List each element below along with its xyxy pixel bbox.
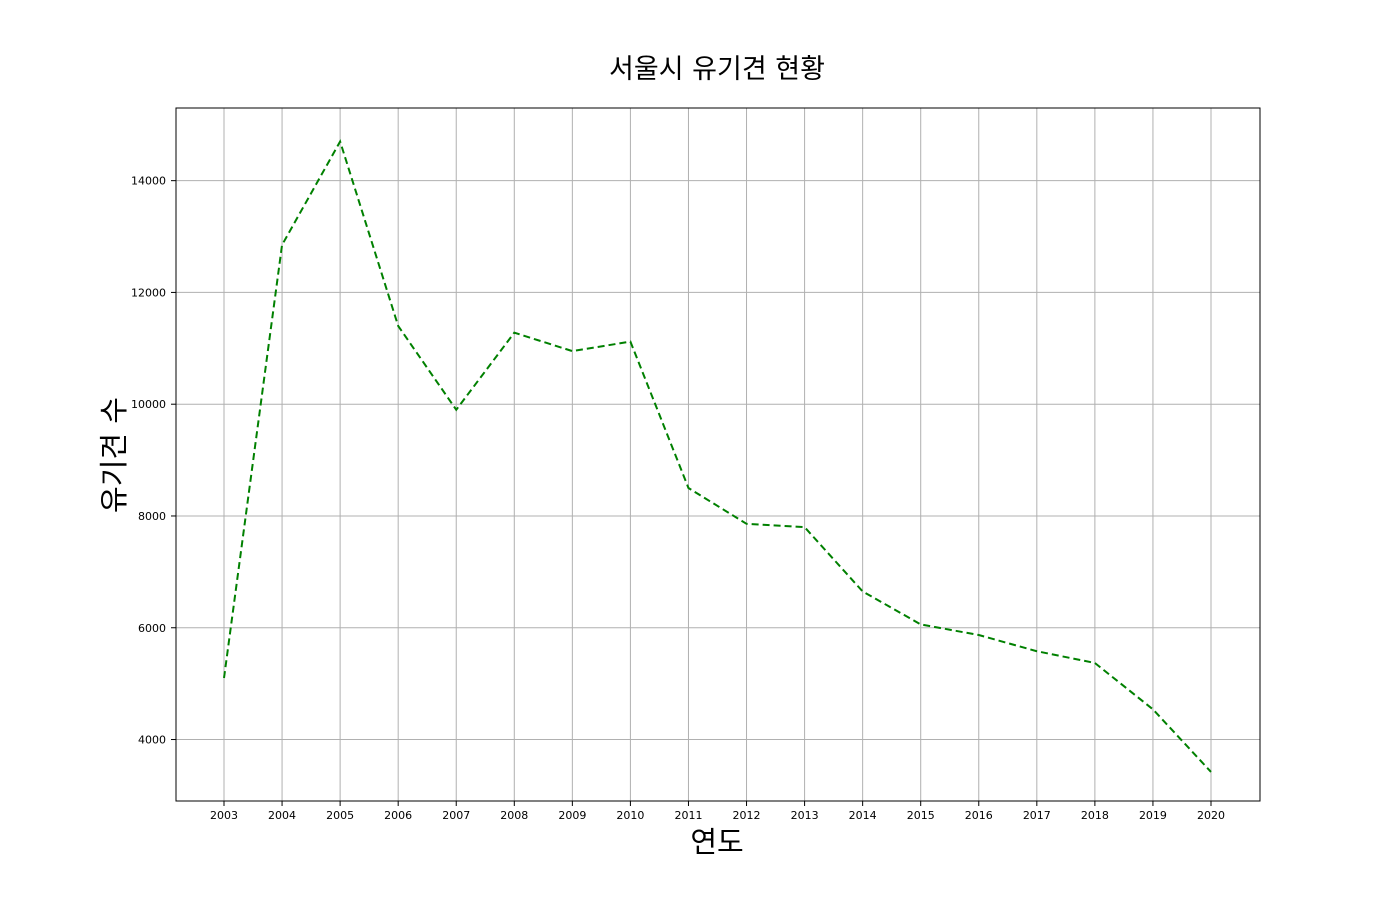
x-axis-label: 연도 bbox=[690, 825, 743, 859]
x-tick-label: 2019 bbox=[1139, 809, 1167, 822]
plot-frame bbox=[175, 107, 1261, 802]
series-layer bbox=[223, 139, 1212, 773]
series-line bbox=[223, 139, 1212, 773]
x-tick-label: 2013 bbox=[791, 809, 819, 822]
x-tick-label: 2005 bbox=[326, 809, 354, 822]
x-tick-label: 2010 bbox=[616, 809, 644, 822]
x-tick-label: 2008 bbox=[500, 809, 528, 822]
x-tick-label: 2009 bbox=[558, 809, 586, 822]
x-tick-label: 2020 bbox=[1197, 809, 1225, 822]
x-tick-label: 2014 bbox=[849, 809, 877, 822]
y-tick-label: 8000 bbox=[138, 510, 166, 523]
x-axis-ticks: 2003 2004 2005 2006 2007 2008 2009 2010 2011 2012… bbox=[210, 801, 1225, 822]
x-tick-label: 2015 bbox=[907, 809, 935, 822]
y-tick-label: 12000 bbox=[131, 286, 166, 299]
x-tick-label: 2004 bbox=[268, 809, 296, 822]
x-tick-label: 2017 bbox=[1023, 809, 1051, 822]
chart-title: 서울시 유기견 현황 bbox=[609, 54, 825, 85]
y-axis-label: 유기견 수 bbox=[97, 397, 131, 513]
x-tick-label: 2012 bbox=[733, 809, 761, 822]
y-tick-label: 14000 bbox=[131, 175, 166, 188]
y-tick-label: 6000 bbox=[138, 622, 166, 635]
y-tick-label: 10000 bbox=[131, 398, 166, 411]
grid-layer bbox=[176, 108, 1260, 801]
y-axis-ticks: 4000 6000 8000 10000 12000 14000 bbox=[131, 175, 176, 747]
x-tick-label: 2011 bbox=[674, 809, 702, 822]
x-tick-label: 2007 bbox=[442, 809, 470, 822]
y-tick-label: 4000 bbox=[138, 734, 166, 747]
x-tick-label: 2018 bbox=[1081, 809, 1109, 822]
x-tick-label: 2016 bbox=[965, 809, 993, 822]
x-tick-label: 2003 bbox=[210, 809, 238, 822]
x-tick-label: 2006 bbox=[384, 809, 412, 822]
